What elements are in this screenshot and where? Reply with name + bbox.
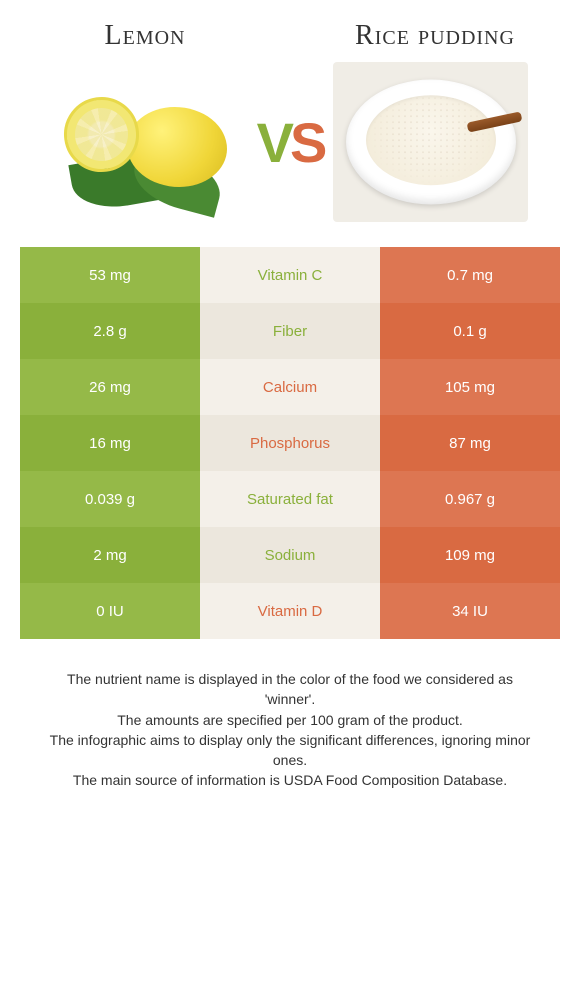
nutrient-name: Sodium (200, 527, 380, 583)
titles-row: Lemon Rice pudding (20, 20, 560, 52)
footer-notes: The nutrient name is displayed in the co… (20, 669, 560, 791)
right-value: 0.967 g (380, 471, 560, 527)
left-value: 0 IU (20, 583, 200, 639)
left-value: 2 mg (20, 527, 200, 583)
left-value: 0.039 g (20, 471, 200, 527)
left-value: 53 mg (20, 247, 200, 303)
footer-line: The nutrient name is displayed in the co… (40, 669, 540, 710)
left-value: 16 mg (20, 415, 200, 471)
table-row: 26 mgCalcium105 mg (20, 359, 560, 415)
table-row: 16 mgPhosphorus87 mg (20, 415, 560, 471)
left-value: 2.8 g (20, 303, 200, 359)
table-row: 2 mgSodium109 mg (20, 527, 560, 583)
right-value: 109 mg (380, 527, 560, 583)
images-row: VS (20, 62, 560, 222)
footer-line: The infographic aims to display only the… (40, 730, 540, 771)
vs-s: S (290, 110, 323, 175)
table-row: 0.039 gSaturated fat0.967 g (20, 471, 560, 527)
right-food-title: Rice pudding (310, 20, 560, 52)
left-value: 26 mg (20, 359, 200, 415)
nutrient-name: Vitamin D (200, 583, 380, 639)
nutrient-name: Saturated fat (200, 471, 380, 527)
nutrient-name: Fiber (200, 303, 380, 359)
footer-line: The amounts are specified per 100 gram o… (40, 710, 540, 730)
table-row: 2.8 gFiber0.1 g (20, 303, 560, 359)
left-food-title: Lemon (20, 20, 270, 52)
right-value: 34 IU (380, 583, 560, 639)
left-food-image (52, 62, 247, 222)
right-value: 87 mg (380, 415, 560, 471)
footer-line: The main source of information is USDA F… (40, 770, 540, 790)
nutrient-name: Phosphorus (200, 415, 380, 471)
nutrient-name: Vitamin C (200, 247, 380, 303)
table-row: 53 mgVitamin C0.7 mg (20, 247, 560, 303)
vs-v: V (257, 110, 290, 175)
right-value: 0.7 mg (380, 247, 560, 303)
table-row: 0 IUVitamin D34 IU (20, 583, 560, 639)
nutrient-name: Calcium (200, 359, 380, 415)
right-food-image (333, 62, 528, 222)
right-value: 105 mg (380, 359, 560, 415)
right-value: 0.1 g (380, 303, 560, 359)
comparison-table: 53 mgVitamin C0.7 mg2.8 gFiber0.1 g26 mg… (20, 247, 560, 639)
vs-label: VS (257, 110, 324, 175)
